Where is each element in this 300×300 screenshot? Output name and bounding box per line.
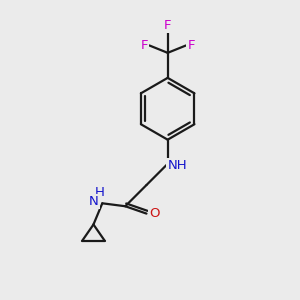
Text: O: O [149,207,160,220]
Text: F: F [140,39,148,52]
Text: F: F [188,39,195,52]
Text: NH: NH [167,159,187,172]
Text: H: H [94,186,104,199]
Text: N: N [89,195,99,208]
Text: F: F [164,19,171,32]
